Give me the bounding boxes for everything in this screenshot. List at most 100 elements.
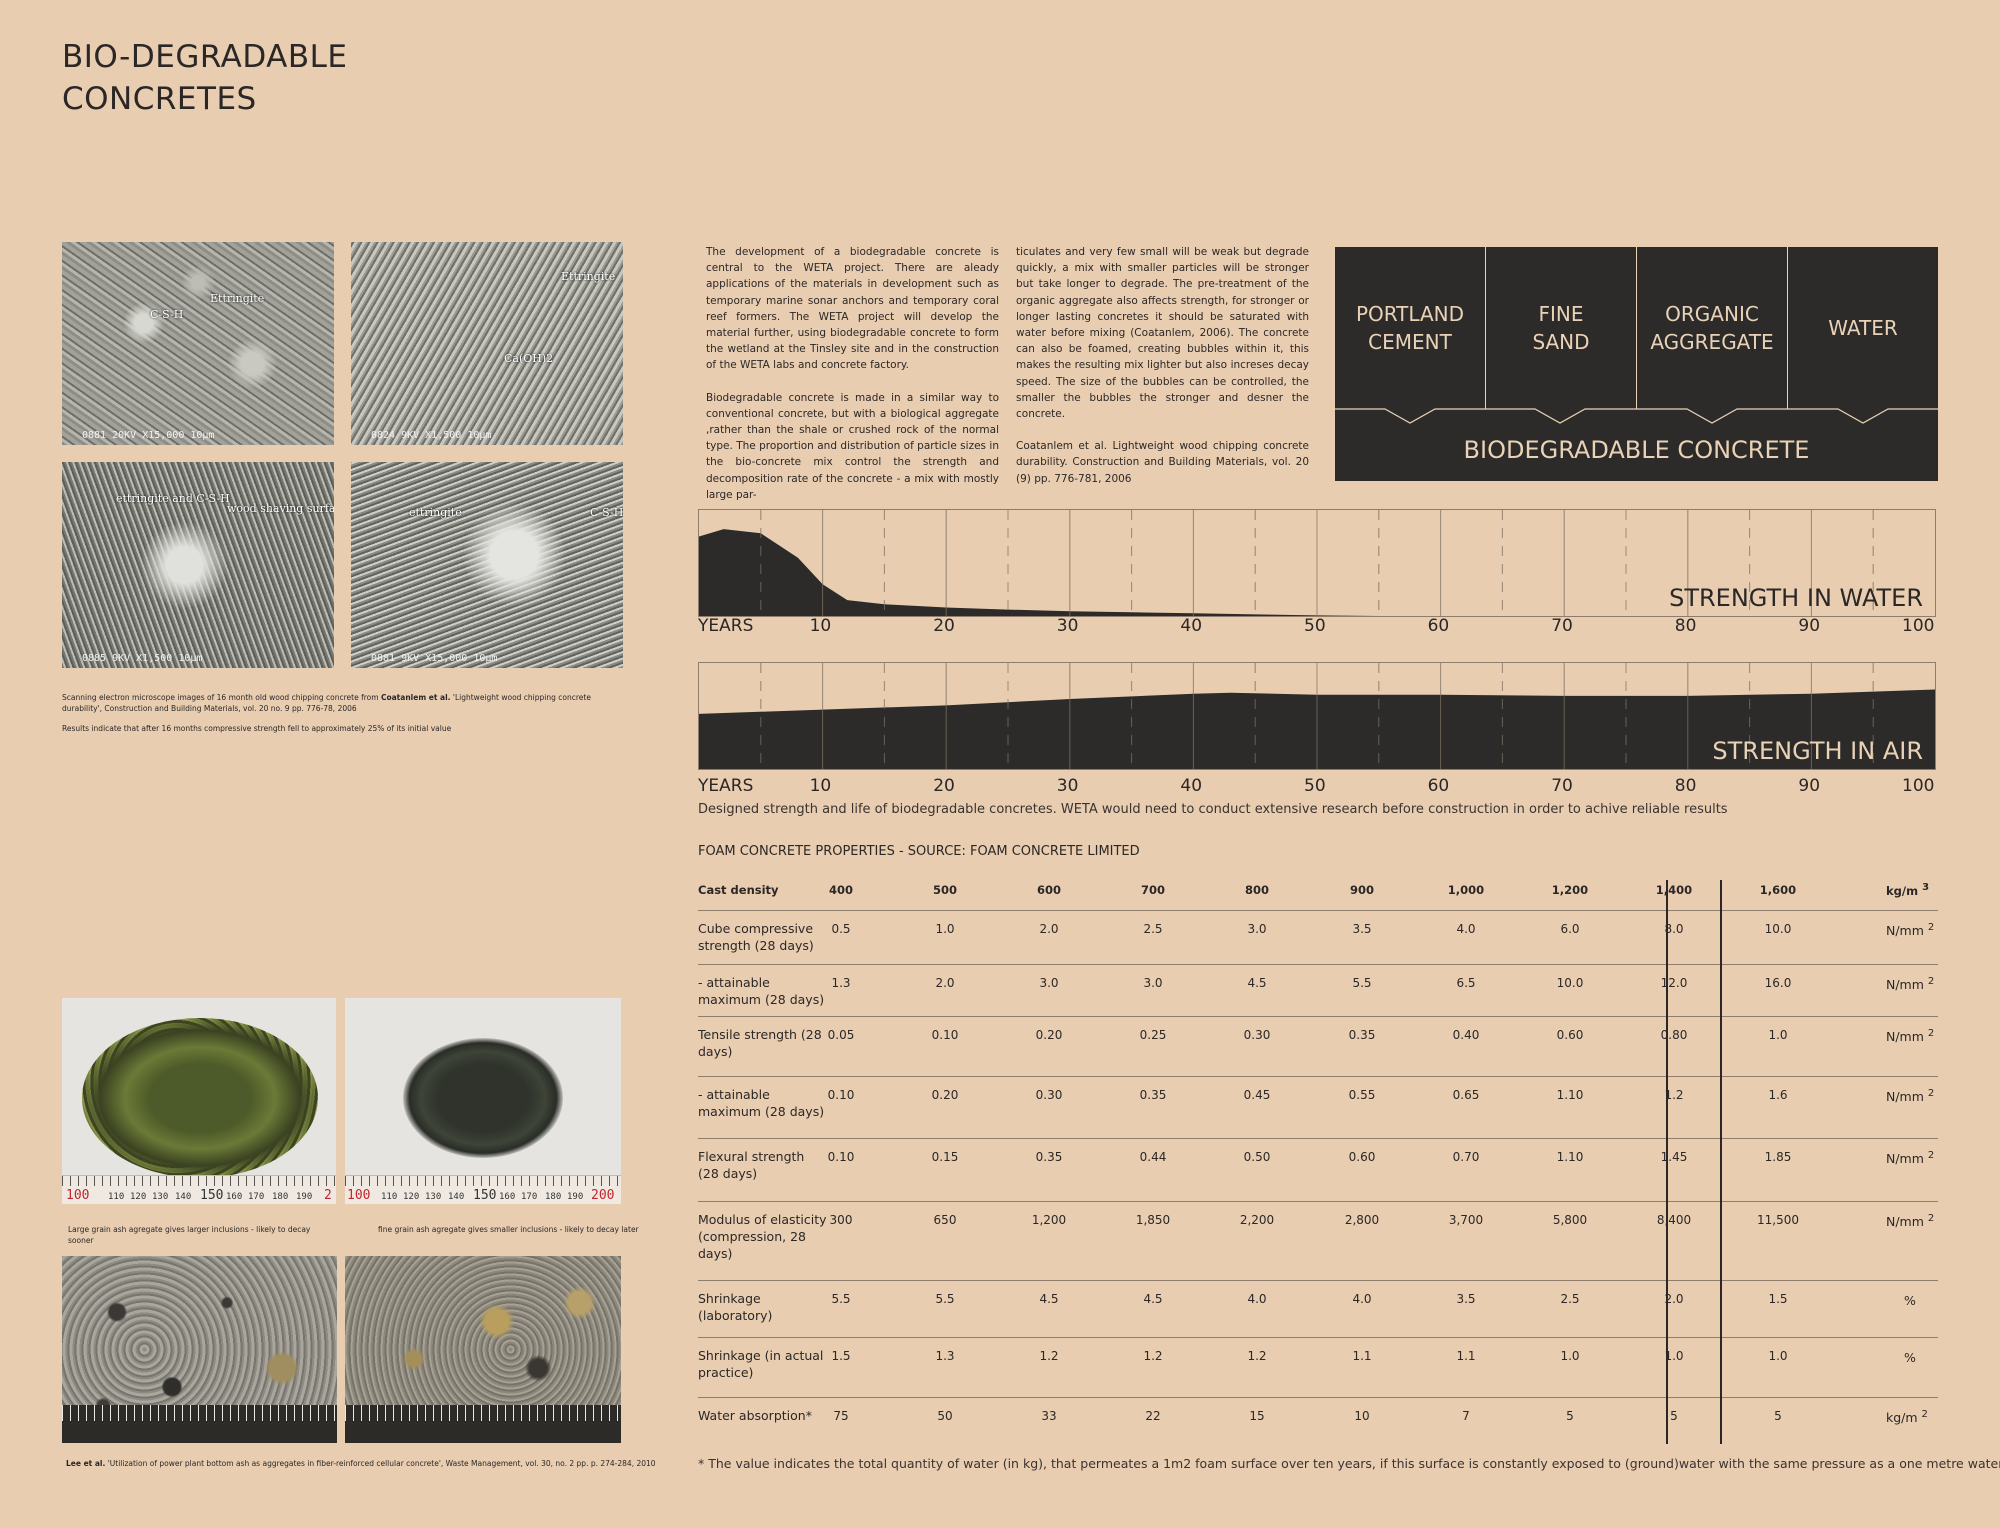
- foam-caption-author: Lee et al.: [66, 1459, 106, 1468]
- table-cell: 1.2: [1039, 1349, 1059, 1363]
- table-cell: 8.0: [1664, 922, 1684, 936]
- table-header-row: Cast density 400 500 600 700 800 900 1,000 1,200…: [698, 876, 1938, 911]
- table-cell: 1.10: [1556, 1088, 1584, 1102]
- row-label: Modulus of elasticity (compression, 28 d…: [698, 1212, 827, 1261]
- table-cell: 50: [937, 1409, 953, 1423]
- ruler-mark: 130: [152, 1192, 169, 1202]
- x-tick-label: 100: [1902, 776, 1935, 796]
- sem-result-caption: Results indicate that after 16 months co…: [62, 724, 452, 733]
- flow-result-label: BIODEGRADABLE CONCRETE: [1463, 436, 1810, 464]
- table-cell: 1.2: [1664, 1088, 1684, 1102]
- table-cell: 0.65: [1452, 1088, 1480, 1102]
- row-unit: N/mm 2: [1886, 1213, 1934, 1229]
- sem-caption-source: 'Lightweight wood chipping concrete dura…: [62, 693, 591, 713]
- ruler-mark: 150: [200, 1188, 224, 1203]
- unit-sup: 2: [1921, 1409, 1928, 1420]
- ruler-mark: 110: [108, 1192, 125, 1202]
- row-label: Cube compressive strength (28 days): [698, 921, 814, 953]
- x-tick-label: 60: [1427, 616, 1450, 636]
- ruler-mark: 200: [591, 1188, 615, 1203]
- row-label: - attainable maximum (28 days): [698, 975, 825, 1007]
- row-label: - attainable maximum (28 days): [698, 1087, 825, 1119]
- table-cell: 1.0: [1768, 1349, 1788, 1363]
- ruler-mark: 190: [296, 1192, 313, 1202]
- column-header: 1,000: [1447, 883, 1485, 897]
- table-cell: 0.20: [931, 1088, 959, 1102]
- column-header: 800: [1244, 883, 1269, 897]
- row-label: Shrinkage (in actual practice): [698, 1348, 824, 1380]
- column-header: 1,600: [1759, 883, 1797, 897]
- row-unit: N/mm 2: [1886, 922, 1934, 938]
- table-cell: 4.5: [1143, 1292, 1163, 1306]
- ruler-mark: 140: [175, 1192, 192, 1202]
- sem-label: C-S-H: [590, 506, 623, 519]
- aggregate-fine-caption: fine grain ash agregate gives smaller in…: [378, 1225, 639, 1234]
- ruler-mark: 120: [403, 1192, 420, 1202]
- table-cell: 33: [1041, 1409, 1057, 1423]
- table-cell: 0.70: [1452, 1150, 1480, 1164]
- table-cell: 0.55: [1348, 1088, 1376, 1102]
- table-cell: 16.0: [1764, 976, 1792, 990]
- table-cell: 5: [1566, 1409, 1574, 1423]
- table-row: - attainable maximum (28 days) 0.10 0.20 0.…: [698, 1076, 1938, 1139]
- ruler-mark: 170: [521, 1192, 538, 1202]
- table-cell: 0.35: [1139, 1088, 1167, 1102]
- table-cell: 1.2: [1143, 1349, 1163, 1363]
- ruler-mark: 180: [272, 1192, 289, 1202]
- table-cell: 0.80: [1660, 1028, 1688, 1042]
- table-cell: 0.50: [1243, 1150, 1271, 1164]
- chart-title: STRENGTH IN AIR: [1712, 737, 1923, 765]
- table-cell: 1,850: [1135, 1213, 1171, 1227]
- sem-image-1: C-S-H Ettringite 0881 20KV X15,000 10μm: [62, 242, 334, 445]
- paragraph: The development of a biodegradable concr…: [706, 246, 999, 372]
- column-header: 500: [932, 883, 957, 897]
- sem-label: Ca(OH)2: [504, 352, 554, 365]
- table-cell: 5.5: [935, 1292, 955, 1306]
- strength-in-air-chart: STRENGTH IN AIR: [698, 662, 1936, 770]
- table-row: Modulus of elasticity (compression, 28 d…: [698, 1201, 1938, 1281]
- sem-caption-text: Scanning electron microscope images of 1…: [62, 693, 381, 702]
- ruler-mark: 110: [381, 1192, 398, 1202]
- sem-label: ettringite and C-S-H: [116, 492, 230, 505]
- column-highlight-line: [1666, 880, 1668, 1444]
- table-cell: 7: [1462, 1409, 1470, 1423]
- column-header: 1,200: [1551, 883, 1589, 897]
- table-cell: 1.3: [831, 976, 851, 990]
- table-cell: 1.0: [1560, 1349, 1580, 1363]
- table-cell: 300: [829, 1213, 853, 1227]
- table-cell: 1.0: [1768, 1028, 1788, 1042]
- unit-sup: 2: [1927, 1088, 1935, 1099]
- table-cell: 0.15: [931, 1150, 959, 1164]
- table-cell: 10: [1354, 1409, 1370, 1423]
- x-tick-label: 10: [809, 616, 832, 636]
- header-label: Cast density: [698, 883, 779, 897]
- table-cell: 4.5: [1039, 1292, 1059, 1306]
- chart-x-axis: YEARS 10 20 30 40 50 60 70 80 90 100: [698, 776, 1938, 800]
- table-cell: 4.0: [1352, 1292, 1372, 1306]
- header-unit: kg/m 3: [1886, 882, 1929, 898]
- table-cell: 5: [1774, 1409, 1782, 1423]
- table-cell: 1.0: [1664, 1349, 1684, 1363]
- x-tick-label: 70: [1551, 616, 1573, 636]
- x-tick-label: 60: [1427, 776, 1450, 796]
- table-cell: 2.0: [1039, 922, 1059, 936]
- x-axis-label: YEARS: [698, 776, 754, 796]
- unit-text: N/mm: [1886, 923, 1924, 939]
- sem-image-2: Ettringite Ca(OH)2 0824 9KV X1,500 10μm: [351, 242, 623, 445]
- sem-scale-bar: 0824 9KV X1,500 10μm: [371, 430, 492, 441]
- row-unit: N/mm 2: [1886, 976, 1934, 992]
- row-label: Shrinkage (laboratory): [698, 1291, 773, 1323]
- table-cell: 0.05: [827, 1028, 855, 1042]
- ruler-mark: 190: [567, 1192, 584, 1202]
- unit-text: kg/m: [1886, 1410, 1918, 1426]
- table-cell: 1.45: [1660, 1150, 1688, 1164]
- column-header: 900: [1349, 883, 1374, 897]
- sem-scale-bar: 0881 20KV X15,000 10μm: [82, 430, 215, 441]
- table-title: FOAM CONCRETE PROPERTIES - SOURCE: FOAM …: [698, 844, 1140, 859]
- table-cell: 2.0: [1664, 1292, 1684, 1306]
- sem-image-4: ettringite C-S-H 0881 9KV X15,000 10μm: [351, 462, 623, 668]
- table-cell: 1.85: [1764, 1150, 1792, 1164]
- paragraph: ticulates and very few small will be wea…: [1016, 246, 1309, 421]
- x-tick-label: 20: [933, 616, 955, 636]
- table-cell: 1,200: [1031, 1213, 1067, 1227]
